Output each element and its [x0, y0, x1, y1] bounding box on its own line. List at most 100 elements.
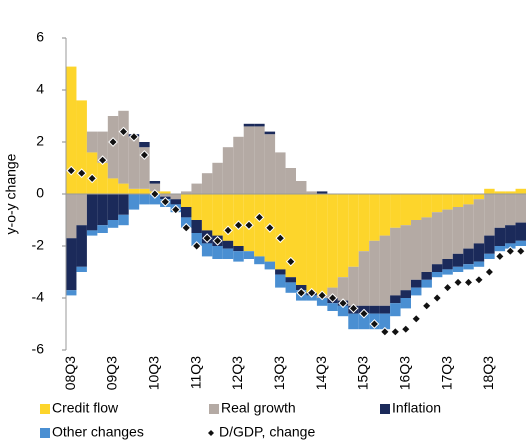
bar-segment — [212, 246, 223, 259]
bar-segment — [316, 298, 328, 306]
x-tick-label: 08Q3 — [62, 356, 78, 390]
bar-segment — [452, 253, 464, 267]
bar-segment — [306, 191, 317, 194]
bar-segment — [86, 152, 98, 194]
bar-segment — [421, 194, 432, 218]
bar-segment — [212, 194, 223, 236]
marker — [306, 287, 317, 298]
bar-segment — [369, 240, 380, 306]
bar-segment — [191, 183, 202, 194]
bar-segment — [421, 279, 432, 288]
bar-segment — [505, 243, 516, 249]
bar-segment — [358, 313, 370, 330]
bar-segment — [139, 194, 150, 205]
marker — [484, 267, 495, 277]
marker — [359, 308, 369, 319]
bar-segment — [285, 277, 296, 283]
bar-segment — [379, 235, 391, 306]
legend-swatch — [380, 404, 390, 414]
bar-segment — [327, 287, 338, 298]
bar-segment — [139, 188, 150, 194]
bar-segment — [118, 183, 129, 194]
marker — [264, 222, 275, 233]
marker — [223, 225, 233, 236]
bar-segment — [254, 256, 265, 265]
bar-segment — [306, 295, 317, 301]
marker — [149, 189, 160, 199]
bar-segment — [390, 295, 401, 304]
marker — [474, 274, 484, 285]
legend-swatch — [209, 404, 219, 414]
marker — [317, 290, 328, 301]
marker — [97, 155, 108, 166]
marker — [296, 287, 307, 298]
bar-segment — [379, 305, 391, 314]
marker — [118, 126, 129, 137]
marker — [400, 324, 411, 335]
bar-segment — [66, 238, 77, 291]
marker — [348, 303, 359, 314]
bar-segment — [76, 100, 87, 194]
bar-segment — [160, 194, 171, 197]
bar-segment — [494, 194, 506, 228]
bar-segment — [66, 194, 77, 239]
bar-segment — [139, 142, 150, 148]
bar-segment — [66, 66, 77, 194]
bar-segment — [400, 225, 411, 291]
marker — [66, 165, 77, 176]
bar-segment — [515, 240, 526, 246]
bar-segment — [222, 248, 234, 259]
bar-segment — [515, 222, 526, 241]
bar-segment — [285, 194, 296, 278]
bar-segment — [243, 251, 255, 259]
bar-segment — [463, 204, 474, 249]
x-tick-label: 10Q3 — [146, 356, 162, 390]
marker — [139, 150, 150, 160]
bar-segment — [473, 261, 485, 267]
bar-segment — [170, 199, 181, 205]
bar-segment — [411, 279, 422, 288]
bar-segment — [348, 313, 359, 330]
bar-segment — [149, 194, 161, 205]
bar-segment — [285, 168, 296, 194]
bar-segment — [494, 191, 506, 194]
y-tick-label: 6 — [36, 29, 44, 45]
bar-segment — [97, 194, 108, 226]
bar-segment — [296, 285, 307, 291]
bar-segment — [118, 110, 129, 184]
bar-segment — [160, 191, 171, 194]
bar-segment — [431, 194, 443, 213]
bar-segment — [431, 272, 443, 278]
marker — [233, 220, 244, 231]
bar-segment — [411, 220, 422, 280]
bar-segment — [76, 225, 87, 267]
bar-segment — [484, 235, 495, 254]
bar-segment — [201, 194, 213, 231]
bar-segment — [505, 191, 516, 194]
bar-segment — [181, 191, 192, 194]
bar-segment — [107, 178, 119, 194]
bar-segment — [275, 274, 286, 288]
bar-segment — [473, 199, 485, 244]
bar-segment — [191, 233, 202, 246]
bar-segment — [442, 259, 453, 270]
bar-segment — [212, 162, 223, 194]
bar-segment — [254, 194, 265, 257]
bar-segment — [515, 188, 526, 194]
marker — [129, 131, 139, 142]
bar-segment — [181, 217, 192, 228]
marker — [181, 222, 192, 233]
bar-segment — [86, 131, 98, 153]
bar-segment — [431, 212, 443, 265]
bar-segment — [107, 116, 119, 179]
marker — [244, 220, 254, 231]
bar-segment — [296, 194, 307, 285]
bar-segment — [369, 194, 380, 241]
bar-segment — [442, 194, 453, 210]
bar-segment — [421, 217, 432, 272]
bar-segment — [243, 126, 255, 194]
bar-segment — [452, 207, 464, 254]
bar-segment — [306, 194, 317, 293]
bar-segment — [337, 277, 349, 301]
y-tick-label: 2 — [36, 133, 44, 149]
